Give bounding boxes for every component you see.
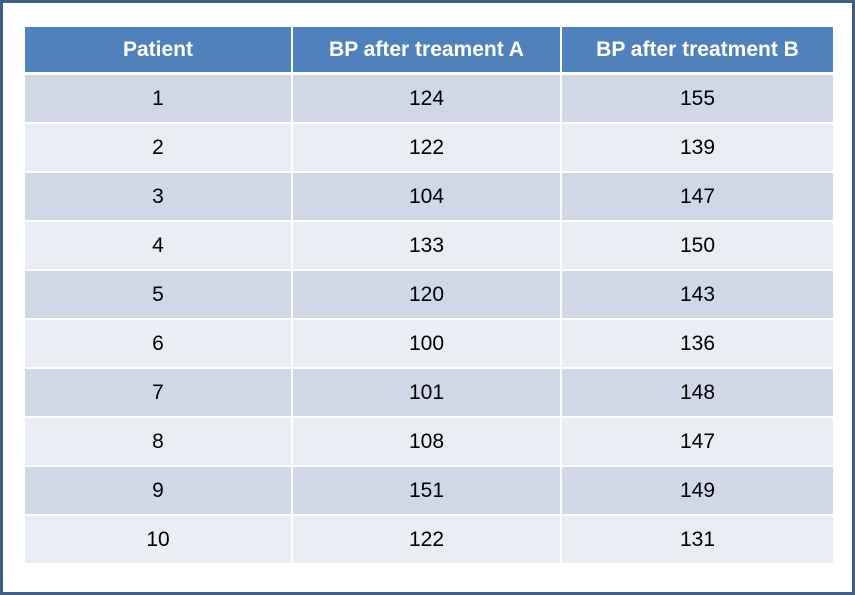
cell-bp-a: 101 <box>293 369 562 418</box>
table-row: 9 151 149 <box>25 467 833 516</box>
table-row: 6 100 136 <box>25 320 833 369</box>
cell-patient: 2 <box>25 124 293 173</box>
cell-bp-a: 120 <box>293 271 562 320</box>
cell-patient: 5 <box>25 271 293 320</box>
cell-bp-a: 100 <box>293 320 562 369</box>
cell-bp-a: 122 <box>293 516 562 565</box>
header-bp-treatment-b: BP after treatment B <box>562 27 833 75</box>
table-row: 5 120 143 <box>25 271 833 320</box>
header-row: Patient BP after treament A BP after tre… <box>25 27 833 75</box>
cell-patient: 1 <box>25 75 293 124</box>
table-row: 10 122 131 <box>25 516 833 565</box>
cell-patient: 4 <box>25 222 293 271</box>
cell-patient: 6 <box>25 320 293 369</box>
header-patient: Patient <box>25 27 293 75</box>
table-row: 7 101 148 <box>25 369 833 418</box>
cell-bp-b: 148 <box>562 369 833 418</box>
cell-bp-b: 139 <box>562 124 833 173</box>
cell-patient: 10 <box>25 516 293 565</box>
table-row: 3 104 147 <box>25 173 833 222</box>
table-row: 1 124 155 <box>25 75 833 124</box>
header-bp-treatment-a: BP after treament A <box>293 27 562 75</box>
table-row: 4 133 150 <box>25 222 833 271</box>
cell-patient: 8 <box>25 418 293 467</box>
cell-bp-b: 147 <box>562 418 833 467</box>
cell-bp-b: 155 <box>562 75 833 124</box>
table-body: 1 124 155 2 122 139 3 104 147 4 133 150 … <box>25 75 833 565</box>
cell-bp-a: 108 <box>293 418 562 467</box>
cell-bp-a: 124 <box>293 75 562 124</box>
cell-patient: 7 <box>25 369 293 418</box>
cell-bp-b: 150 <box>562 222 833 271</box>
cell-bp-a: 151 <box>293 467 562 516</box>
cell-bp-b: 149 <box>562 467 833 516</box>
cell-bp-b: 143 <box>562 271 833 320</box>
cell-patient: 3 <box>25 173 293 222</box>
table-row: 2 122 139 <box>25 124 833 173</box>
cell-bp-a: 122 <box>293 124 562 173</box>
cell-bp-b: 147 <box>562 173 833 222</box>
cell-bp-a: 104 <box>293 173 562 222</box>
bp-table: Patient BP after treament A BP after tre… <box>25 27 833 565</box>
table-header: Patient BP after treament A BP after tre… <box>25 27 833 75</box>
cell-patient: 9 <box>25 467 293 516</box>
cell-bp-a: 133 <box>293 222 562 271</box>
cell-bp-b: 131 <box>562 516 833 565</box>
table-row: 8 108 147 <box>25 418 833 467</box>
cell-bp-b: 136 <box>562 320 833 369</box>
